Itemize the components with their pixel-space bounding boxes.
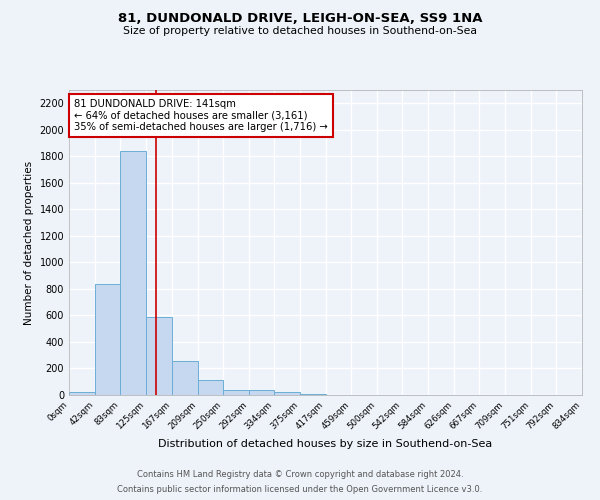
Y-axis label: Number of detached properties: Number of detached properties [24,160,34,324]
Text: 81, DUNDONALD DRIVE, LEIGH-ON-SEA, SS9 1NA: 81, DUNDONALD DRIVE, LEIGH-ON-SEA, SS9 1… [118,12,482,26]
Bar [172,361,197,395]
Text: Contains HM Land Registry data © Crown copyright and database right 2024.: Contains HM Land Registry data © Crown c… [137,470,463,479]
X-axis label: Distribution of detached houses by size in Southend-on-Sea: Distribution of detached houses by size … [158,439,493,449]
Text: Contains public sector information licensed under the Open Government Licence v3: Contains public sector information licen… [118,485,482,494]
Bar [299,394,325,395]
Text: Size of property relative to detached houses in Southend-on-Sea: Size of property relative to detached ho… [123,26,477,36]
Text: 81 DUNDONALD DRIVE: 141sqm
← 64% of detached houses are smaller (3,161)
35% of s: 81 DUNDONALD DRIVE: 141sqm ← 64% of deta… [74,99,328,132]
Bar [223,390,248,395]
Bar [95,284,120,395]
Bar [146,317,172,395]
Bar [197,380,223,395]
Bar [274,392,299,395]
Bar [248,390,274,395]
Bar [120,151,146,395]
Bar [69,392,95,395]
